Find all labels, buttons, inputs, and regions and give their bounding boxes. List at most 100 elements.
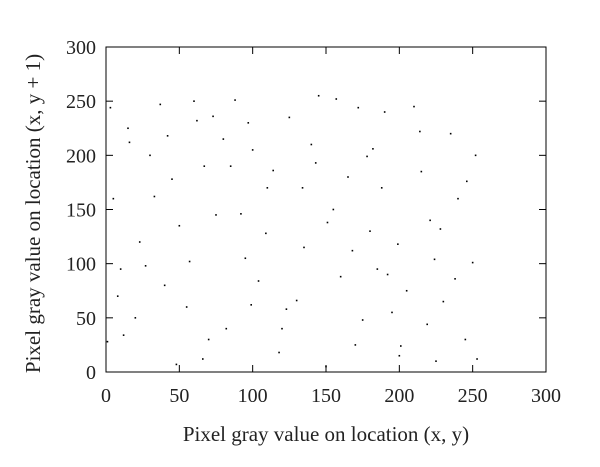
scatter-point	[426, 323, 428, 326]
scatter-point	[347, 176, 349, 178]
scatter-point	[281, 327, 283, 330]
scatter-point	[257, 280, 260, 282]
scatter-point	[471, 261, 474, 264]
y-tick-label: 150	[66, 200, 96, 222]
x-tick-label: 300	[531, 385, 561, 407]
scatter-point	[376, 268, 379, 270]
x-tick-label: 200	[384, 385, 414, 407]
scatter-point	[109, 106, 112, 109]
scatter-point	[134, 317, 137, 319]
scatter-point	[332, 208, 335, 211]
scatter-point	[310, 143, 313, 146]
scatter-point	[193, 100, 195, 102]
scatter-point	[266, 187, 269, 189]
scatter-point	[188, 260, 191, 263]
scatter-point	[185, 306, 188, 308]
x-tick-label: 50	[169, 385, 189, 407]
scatter-point	[369, 230, 371, 232]
scatter-point	[202, 358, 204, 360]
scatter-point	[351, 249, 354, 252]
scatter-point	[251, 149, 254, 151]
x-axis-label: Pixel gray value on location (x, y)	[183, 422, 469, 446]
scatter-point	[335, 98, 338, 100]
scatter-point	[361, 319, 364, 321]
scatter-point	[366, 155, 368, 158]
scatter-point	[119, 268, 122, 270]
scatter-point	[163, 284, 166, 287]
scatter-point	[397, 243, 399, 245]
y-tick-label: 50	[76, 308, 96, 330]
scatter-point	[442, 300, 445, 303]
scatter-point	[391, 311, 393, 314]
axis-ticks: 0 50 100 150 200 250 300 0 50 100 150 200 250 300	[66, 37, 561, 407]
scatter-point	[212, 115, 214, 118]
scatter-point	[295, 299, 298, 302]
x-tick-label: 250	[458, 385, 488, 407]
scatter-point	[225, 327, 228, 330]
scatter-point	[247, 122, 250, 124]
y-tick-label: 100	[66, 254, 96, 276]
scatter-point	[127, 127, 129, 130]
y-tick-label: 0	[86, 362, 96, 384]
y-tick-label: 250	[66, 91, 96, 113]
x-tick-label: 0	[101, 385, 111, 407]
scatter-point	[419, 130, 421, 133]
scatter-point	[354, 344, 357, 346]
scatter-point	[203, 165, 206, 167]
scatter-point	[244, 257, 247, 260]
scatter-point	[420, 170, 423, 173]
scatter-point	[474, 154, 477, 157]
scatter-point	[175, 363, 178, 366]
scatter-point	[285, 308, 288, 310]
scatter-point	[229, 165, 232, 167]
scatter-point	[372, 148, 374, 150]
x-tick-label: 150	[311, 385, 341, 407]
scatter-point	[166, 135, 169, 137]
scatter-point	[106, 340, 109, 343]
scatter-point	[215, 214, 217, 216]
scatter-point	[326, 221, 329, 224]
scatter-point	[398, 354, 401, 357]
scatter-point	[153, 195, 156, 198]
scatter-point	[234, 99, 236, 101]
scatter-point	[439, 228, 442, 230]
scatter-point	[301, 187, 304, 189]
scatter-point	[454, 278, 456, 280]
scatter-point	[222, 138, 225, 140]
scatter-point	[178, 224, 181, 227]
scatter-point	[386, 273, 389, 276]
scatter-point	[207, 338, 210, 341]
scatter-point	[314, 162, 317, 164]
scatter-point	[464, 338, 467, 341]
scatter-point	[171, 178, 173, 180]
data-points	[106, 94, 478, 368]
scatter-point	[383, 111, 386, 113]
scatter-point	[449, 132, 452, 135]
scatter-point	[288, 116, 291, 119]
scatter-point	[112, 197, 115, 200]
scatter-point	[357, 106, 360, 109]
plot-area-frame	[105, 46, 547, 373]
scatter-point	[240, 213, 242, 215]
x-tick-label: 100	[238, 385, 268, 407]
scatter-point	[144, 265, 147, 267]
scatter-point	[476, 358, 478, 360]
scatter-point	[138, 241, 141, 243]
scatter-point	[413, 105, 415, 108]
scatter-point	[433, 258, 436, 261]
scatter-point	[272, 169, 274, 172]
scatter-point	[429, 219, 431, 222]
scatter-point	[122, 334, 125, 336]
scatter-point	[325, 365, 327, 368]
scatter-point	[265, 232, 267, 235]
scatter-point	[339, 275, 342, 278]
scatter-point	[116, 295, 119, 297]
scatter-point	[128, 141, 131, 144]
scatter-point	[435, 360, 437, 362]
y-tick-label: 300	[66, 37, 96, 59]
scatter-point	[317, 94, 320, 97]
scatter-point	[380, 187, 383, 189]
scatter-point	[405, 289, 408, 292]
